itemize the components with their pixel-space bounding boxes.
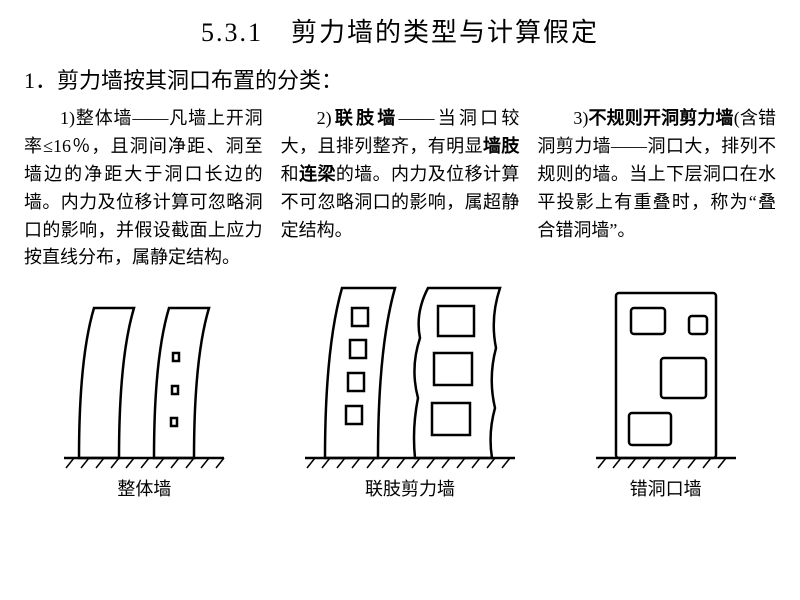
col1-text: ——凡墙上开洞率≤16％，且洞间净距、洞至墙边的净距大于洞口长边的墙。内力及位移… xyxy=(24,108,263,267)
column-3: 3)不规则开洞剪力墙(含错洞剪力墙——洞口大，排列不规则的墙。当上下层洞口在水平… xyxy=(537,105,776,272)
col2-bold-a: 墙肢 xyxy=(483,136,519,156)
section-title: 5.3.1 剪力墙的类型与计算假定 xyxy=(24,12,776,49)
col1-lead: 1)整体墙 xyxy=(60,108,132,128)
column-2: 2)联肢墙——当洞口较大，且排列整齐，有明显墙肢和连梁的墙。内力及位移计算不可忽… xyxy=(281,105,520,272)
col2-num: 2) xyxy=(317,108,332,128)
figure-3-caption: 错洞口墙 xyxy=(591,475,741,501)
column-1: 1)整体墙——凡墙上开洞率≤16％，且洞间净距、洞至墙边的净距大于洞口长边的墙。… xyxy=(24,105,263,272)
staggered-opening-wall-icon xyxy=(591,278,741,473)
coupled-wall-icon xyxy=(300,278,520,473)
figure-1: 整体墙 xyxy=(59,298,229,501)
col2-mid2: 和 xyxy=(281,164,299,184)
col3-num: 3) xyxy=(573,108,588,128)
figure-2: 联肢剪力墙 xyxy=(300,278,520,501)
figure-3: 错洞口墙 xyxy=(591,278,741,501)
col3-lead: 不规则开洞剪力墙 xyxy=(588,108,733,128)
description-columns: 1)整体墙——凡墙上开洞率≤16％，且洞间净距、洞至墙边的净距大于洞口长边的墙。… xyxy=(24,105,776,272)
subsection-heading: 1．剪力墙按其洞口布置的分类： xyxy=(24,63,776,95)
figure-2-caption: 联肢剪力墙 xyxy=(300,475,520,501)
figure-1-caption: 整体墙 xyxy=(59,475,229,501)
figure-row: 整体墙 xyxy=(24,278,776,501)
col2-bold-b: 连梁 xyxy=(299,164,336,184)
solid-wall-icon xyxy=(59,298,229,473)
col2-lead: 联肢墙 xyxy=(332,108,399,128)
